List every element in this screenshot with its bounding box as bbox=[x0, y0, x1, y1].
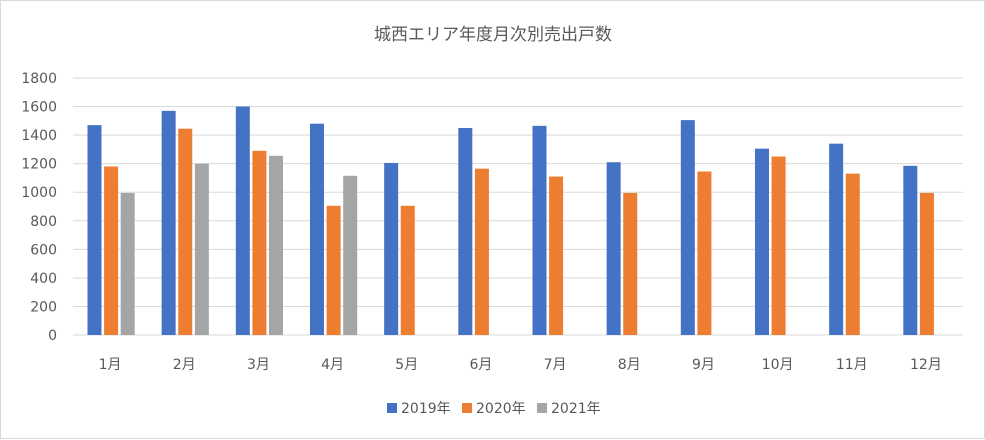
bar bbox=[269, 155, 284, 335]
legend-swatch bbox=[537, 403, 547, 413]
bar bbox=[252, 150, 267, 335]
x-tick-label: 1月 bbox=[99, 357, 122, 373]
x-tick-label: 9月 bbox=[692, 357, 715, 373]
x-tick-label: 2月 bbox=[173, 357, 196, 373]
x-tick-label: 10月 bbox=[762, 357, 794, 373]
y-tick-label: 1400 bbox=[21, 128, 57, 144]
x-tick-label: 12月 bbox=[910, 357, 942, 373]
bar bbox=[532, 125, 547, 335]
x-tick-label: 3月 bbox=[247, 357, 270, 373]
bar bbox=[845, 173, 860, 335]
bar bbox=[458, 127, 473, 335]
bar bbox=[771, 156, 786, 335]
bar bbox=[343, 175, 358, 335]
chart-title: 城西エリア年度月次別売出戸数 bbox=[374, 25, 612, 45]
bar bbox=[903, 165, 918, 335]
bars bbox=[87, 106, 934, 335]
legend-label: 2021年 bbox=[551, 401, 601, 417]
y-tick-label: 200 bbox=[30, 299, 57, 315]
x-axis: 1月 2月 3月 4月 5月 6月 7月 8月 9月 10月 11月 12月 bbox=[99, 357, 942, 373]
bar bbox=[697, 171, 712, 335]
legend-swatch bbox=[387, 403, 397, 413]
bar bbox=[120, 192, 135, 335]
bar bbox=[623, 192, 638, 335]
bar bbox=[754, 148, 769, 335]
legend: 2019年 2020年 2021年 bbox=[387, 401, 601, 417]
bar bbox=[87, 125, 102, 335]
bar bbox=[309, 123, 324, 335]
x-tick-label: 11月 bbox=[836, 357, 868, 373]
bar bbox=[606, 162, 621, 335]
bar bbox=[829, 143, 844, 335]
y-tick-label: 1200 bbox=[21, 157, 57, 173]
bar bbox=[549, 176, 564, 335]
bar bbox=[400, 205, 415, 335]
bar bbox=[194, 163, 209, 335]
bar bbox=[326, 205, 341, 335]
y-tick-label: 600 bbox=[30, 242, 57, 258]
bar bbox=[919, 192, 934, 335]
gridlines bbox=[73, 77, 963, 336]
bar bbox=[474, 168, 489, 335]
bar bbox=[680, 120, 695, 335]
y-axis: 0 200 400 600 800 1000 1200 1400 1600 1800 bbox=[21, 71, 57, 344]
y-tick-label: 1000 bbox=[21, 185, 57, 201]
x-tick-label: 4月 bbox=[321, 357, 344, 373]
y-tick-label: 0 bbox=[48, 328, 57, 344]
x-tick-label: 5月 bbox=[395, 357, 418, 373]
bar bbox=[161, 110, 176, 335]
bar bbox=[178, 128, 193, 335]
legend-label: 2019年 bbox=[401, 401, 451, 417]
y-tick-label: 1800 bbox=[21, 71, 57, 87]
bar bbox=[235, 106, 250, 335]
bar bbox=[104, 166, 119, 335]
x-tick-label: 8月 bbox=[618, 357, 641, 373]
x-tick-label: 7月 bbox=[544, 357, 567, 373]
bar bbox=[384, 162, 399, 335]
y-tick-label: 1600 bbox=[21, 100, 57, 116]
y-tick-label: 800 bbox=[30, 214, 57, 230]
x-tick-label: 6月 bbox=[469, 357, 492, 373]
y-tick-label: 400 bbox=[30, 271, 57, 287]
legend-swatch bbox=[462, 403, 472, 413]
legend-label: 2020年 bbox=[476, 401, 526, 417]
